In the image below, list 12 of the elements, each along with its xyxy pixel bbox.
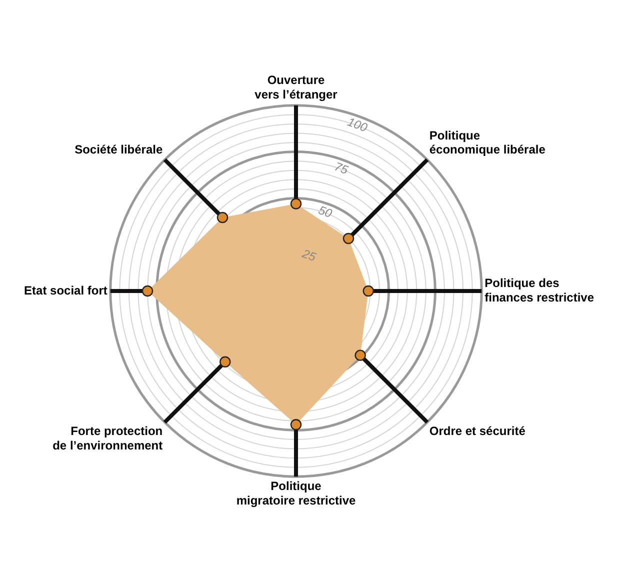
spoke-label: Etat social fort xyxy=(24,283,108,298)
spoke-label: Ordre et sécurité xyxy=(429,424,526,438)
spoke-label: Société libérale xyxy=(74,142,163,157)
y-tick-label: 75 xyxy=(332,159,350,178)
y-tick-label: 50 xyxy=(316,202,334,221)
y-tick-label: 25 xyxy=(300,246,318,264)
y-tick-label: 100 xyxy=(346,114,370,135)
spoke-label: Politique migratoire restrictive xyxy=(236,479,356,508)
spoke-label: Politique économique libérale xyxy=(429,128,546,157)
spoke-label: Forte protection de l’environnement xyxy=(52,424,163,452)
spoke-label: Politique des finances restrictive xyxy=(484,276,594,305)
spoke-label: Ouverture vers l’étranger xyxy=(254,73,338,102)
